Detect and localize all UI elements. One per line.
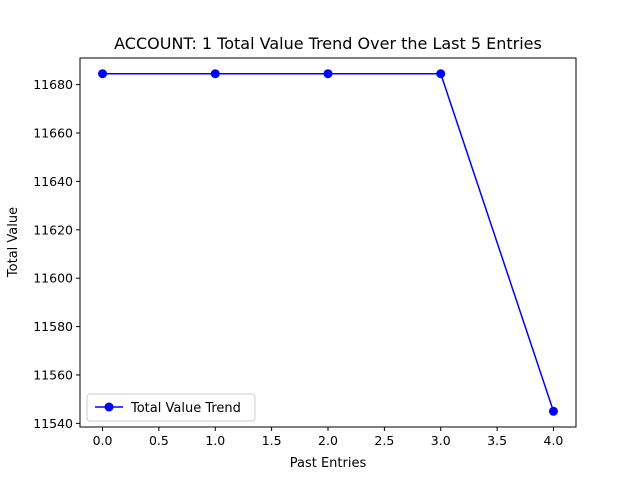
x-axis-label: Past Entries xyxy=(290,456,367,471)
legend-box xyxy=(86,393,256,422)
y-tick-label: 11540 xyxy=(33,416,73,431)
y-tick-label: 11640 xyxy=(33,174,73,189)
x-tick-label: 0.0 xyxy=(93,433,113,448)
data-point xyxy=(436,69,446,79)
data-point xyxy=(548,406,558,416)
y-tick-label: 11680 xyxy=(33,77,73,92)
legend-marker-swatch xyxy=(104,402,114,412)
x-tick-label: 1.0 xyxy=(205,433,225,448)
plot-area xyxy=(79,57,577,428)
data-point xyxy=(210,69,220,79)
x-tick-label: 4.0 xyxy=(544,433,564,448)
y-tick-label: 11600 xyxy=(33,271,73,286)
y-tick-label: 11660 xyxy=(33,126,73,141)
x-axis: 0.0 0.5 1.0 1.5 2.0 2.5 3.0 3.5 4.0 xyxy=(93,427,564,448)
y-tick-label: 11620 xyxy=(33,222,73,237)
data-point xyxy=(98,69,108,79)
legend-label: Total Value Trend xyxy=(130,401,241,416)
x-tick-label: 1.5 xyxy=(262,433,282,448)
y-tick-label: 11560 xyxy=(33,367,73,382)
legend: Total Value Trend xyxy=(86,393,256,422)
x-tick-label: 0.5 xyxy=(149,433,169,448)
x-tick-label: 2.0 xyxy=(318,433,338,448)
y-tick-label: 11580 xyxy=(33,319,73,334)
y-axis: 11540 11560 11580 11600 11620 11640 11660 11680 xyxy=(33,77,80,431)
x-tick-label: 3.0 xyxy=(431,433,451,448)
x-tick-label: 3.5 xyxy=(487,433,507,448)
x-tick-label: 2.5 xyxy=(374,433,394,448)
series-layer xyxy=(98,69,558,416)
y-axis-label: Total Value xyxy=(6,207,21,278)
chart-title: ACCOUNT: 1 Total Value Trend Over the La… xyxy=(114,34,542,53)
data-point xyxy=(323,69,333,79)
